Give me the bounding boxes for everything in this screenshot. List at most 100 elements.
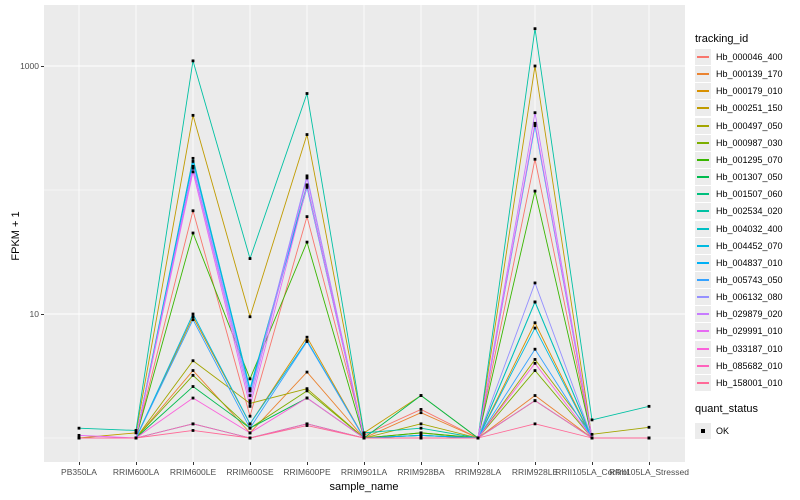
data-point [305, 240, 309, 244]
legend-entry-Hb_004837_010: Hb_004837_010 [695, 254, 783, 271]
legend-line-swatch [697, 278, 709, 281]
data-point [476, 436, 480, 440]
legend-line-swatch [697, 364, 709, 367]
legend-key [695, 186, 711, 203]
legend-key [695, 254, 711, 271]
legend-title-quant-status: quant_status [695, 403, 758, 415]
data-point [77, 436, 81, 440]
legend-entry-Hb_000497_050: Hb_000497_050 [695, 117, 783, 134]
data-point [191, 385, 195, 388]
data-point [533, 361, 537, 365]
data-point [305, 422, 309, 426]
legend-label: Hb_002534_020 [716, 206, 783, 217]
legend-key [695, 289, 711, 306]
data-point [191, 209, 195, 213]
legend-entry-Hb_004452_070: Hb_004452_070 [695, 237, 783, 254]
legend-label: Hb_006132_080 [716, 292, 783, 303]
data-point [533, 399, 537, 403]
data-point [248, 389, 252, 393]
legend-key [695, 306, 711, 323]
data-point [191, 156, 195, 160]
x-tick-mark [478, 462, 479, 465]
x-tick-label: RRII105LA_Control [555, 467, 629, 477]
legend-label: OK [716, 426, 730, 436]
x-tick-mark [307, 462, 308, 465]
data-point [533, 394, 537, 397]
legend-line-swatch [697, 313, 709, 316]
data-point [248, 402, 252, 405]
data-point [191, 315, 195, 319]
data-point [134, 429, 138, 432]
data-point [533, 281, 537, 285]
data-point [590, 432, 594, 436]
data-point [77, 433, 81, 437]
legend-line-swatch [697, 124, 709, 127]
data-point [191, 318, 195, 322]
data-point [533, 347, 537, 351]
data-point [419, 411, 423, 415]
data-point [191, 422, 195, 426]
data-point [362, 436, 366, 440]
legend-label: Hb_000251_150 [716, 103, 783, 114]
x-axis-title: sample_name [329, 481, 399, 493]
legend-entry-Hb_001507_060: Hb_001507_060 [695, 186, 783, 203]
data-point [191, 231, 195, 235]
y-tick-label: 10 [29, 309, 39, 319]
data-point [248, 414, 252, 418]
data-point [533, 124, 537, 128]
x-tick-mark [535, 462, 536, 465]
legend-label: Hb_033187_010 [716, 343, 783, 354]
legend-entry-Hb_001295_070: Hb_001295_070 [695, 151, 783, 168]
data-point [191, 429, 195, 432]
legend-line-swatch [697, 347, 709, 350]
data-point [590, 436, 594, 440]
legend-entry-Hb_000179_010: Hb_000179_010 [695, 83, 783, 100]
legend-entry-Hb_004032_400: Hb_004032_400 [695, 220, 783, 237]
data-point [305, 184, 309, 188]
data-point [305, 340, 309, 343]
legend-entry-Hb_029991_010: Hb_029991_010 [695, 323, 783, 340]
data-point [191, 170, 195, 174]
data-point [248, 422, 252, 426]
data-point [191, 59, 195, 63]
legend-key [695, 169, 711, 186]
data-point [305, 185, 309, 189]
legend-line-swatch [697, 56, 709, 58]
legend-key [695, 100, 711, 117]
x-tick-label: RRIM600LE [169, 467, 217, 477]
legend-key [695, 203, 711, 220]
x-tick-mark [79, 462, 80, 465]
data-point [533, 27, 537, 31]
data-point [248, 426, 252, 430]
data-point [191, 359, 195, 363]
data-point [191, 166, 195, 170]
legend-entry-Hb_085682_010: Hb_085682_010 [695, 357, 783, 374]
y-axis-title: FPKM + 1 [10, 211, 22, 261]
data-point [533, 358, 537, 361]
data-point [134, 431, 138, 435]
data-point [647, 425, 651, 429]
data-point [191, 373, 195, 377]
data-point [191, 312, 195, 316]
data-point [647, 436, 651, 440]
x-tick-label: PB350LA [61, 467, 97, 477]
data-point [305, 92, 309, 95]
x-tick-mark [421, 462, 422, 465]
x-tick-mark [250, 462, 251, 465]
legend-key [695, 66, 711, 83]
legend-label: Hb_029991_010 [716, 326, 783, 337]
legend-key [695, 117, 711, 134]
legend-line-swatch [697, 158, 709, 161]
legend-label: Hb_004837_010 [716, 257, 783, 268]
legend-entry-Hb_158001_010: Hb_158001_010 [695, 374, 783, 391]
data-point [134, 436, 138, 440]
y-tick-mark [41, 66, 44, 67]
data-point [419, 433, 423, 437]
data-point [305, 387, 309, 391]
data-point [191, 164, 195, 168]
legend-line-swatch [697, 244, 709, 247]
data-point [419, 394, 423, 397]
x-tick-label: RRIM600PE [283, 467, 331, 477]
legend-label: Hb_000987_030 [716, 137, 783, 148]
data-point [305, 174, 309, 178]
